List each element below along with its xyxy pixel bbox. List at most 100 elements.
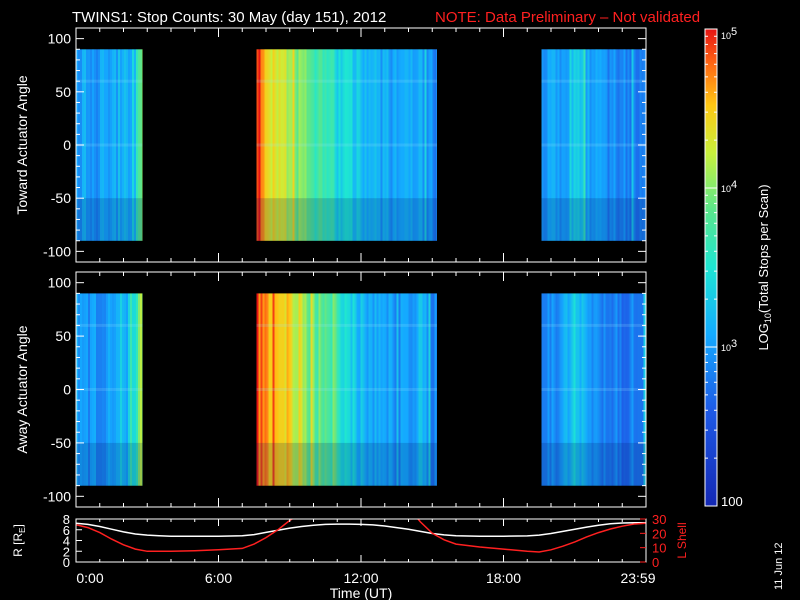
heat-column [114, 293, 116, 486]
heat-shade [86, 198, 88, 241]
heat-column [410, 49, 413, 241]
heat-column [615, 49, 618, 241]
heat-shade [394, 198, 397, 241]
heat-column [326, 293, 329, 486]
heat-column [110, 49, 112, 241]
heat-column [102, 49, 104, 241]
away-angle-panel: -100 -50 0 50 100 Away Actuator Angle [14, 271, 647, 508]
heat-column [264, 49, 267, 241]
heat-column [561, 293, 564, 486]
heat-column [591, 49, 594, 241]
heat-shade [122, 198, 124, 241]
heat-column [352, 49, 355, 241]
heat-column [260, 293, 263, 486]
heat-shade [340, 198, 343, 241]
heat-shade [116, 198, 118, 241]
heat-column [543, 49, 546, 241]
chart-title: TWINS1: Stop Counts: 30 May (day 151), 2… [72, 9, 386, 26]
heat-column [587, 293, 590, 486]
heat-column [414, 49, 417, 241]
heat-column [436, 293, 437, 486]
heat-column [306, 49, 309, 241]
heat-column [108, 49, 110, 241]
heat-column [104, 293, 106, 486]
heat-column [276, 49, 279, 241]
heat-shade [280, 442, 283, 486]
heat-column [575, 49, 578, 241]
y-tick-label-right: 30 [652, 512, 666, 527]
heat-shade [128, 442, 130, 486]
heat-column [86, 293, 88, 486]
heat-column [406, 293, 409, 486]
heat-column [400, 49, 403, 241]
heat-shade [380, 198, 383, 241]
heat-column [559, 293, 562, 486]
heat-shade [577, 198, 580, 241]
y-tick-label: 100 [48, 275, 72, 291]
y-tick-label-right: 10 [652, 541, 666, 556]
heat-column [282, 293, 285, 486]
heat-column [328, 293, 331, 486]
heat-column [621, 293, 624, 486]
heat-column [358, 49, 361, 241]
angle-striation [541, 323, 646, 327]
heat-column [364, 293, 367, 486]
heat-shade [587, 442, 590, 486]
heat-shade [358, 198, 361, 241]
heat-column [326, 49, 329, 241]
heat-shade [284, 198, 287, 241]
heat-column [294, 293, 297, 486]
heat-shade [116, 442, 118, 486]
heat-shade [623, 198, 626, 241]
heat-column [138, 49, 140, 241]
heat-column [278, 293, 281, 486]
heat-column [258, 49, 261, 241]
date-stamp: 11 Jun 12 [773, 542, 785, 590]
heat-column [112, 49, 114, 241]
heat-shade [290, 198, 293, 241]
heat-shade [605, 442, 608, 486]
heat-shade [551, 442, 554, 486]
heat-shade [258, 198, 261, 241]
heat-shade [559, 442, 562, 486]
heat-shade [571, 198, 574, 241]
heat-shade [332, 198, 335, 241]
heat-column [310, 293, 313, 486]
y-axis-label: Away Actuator Angle [14, 325, 30, 453]
heat-column [354, 293, 357, 486]
heat-column [352, 293, 355, 486]
heat-column [300, 49, 303, 241]
heat-column [549, 293, 552, 486]
heat-column [334, 49, 337, 241]
heat-shade [106, 442, 108, 486]
angle-striation [256, 79, 437, 83]
heat-column [378, 293, 381, 486]
heat-shade [412, 442, 415, 486]
colorbar: 100 103 104 105 LOG10(Total Stops per Scan) [704, 26, 773, 509]
heat-column [607, 293, 610, 486]
y-tick-label-right: 0 [652, 555, 659, 570]
heat-shade [404, 442, 407, 486]
heat-shade [296, 198, 299, 241]
heat-column [611, 49, 614, 241]
heat-column [142, 49, 143, 241]
heat-column [344, 293, 347, 486]
heat-column [404, 49, 407, 241]
heat-column [128, 49, 130, 241]
heat-shade [350, 198, 353, 241]
heat-column [132, 293, 134, 486]
heat-shade [378, 198, 381, 241]
heat-shade [627, 442, 630, 486]
heat-shade [338, 198, 341, 241]
heat-shade [120, 198, 122, 241]
heat-column [114, 49, 116, 241]
heat-column [370, 49, 373, 241]
heat-shade [575, 198, 578, 241]
heat-column [300, 293, 303, 486]
heat-shade [298, 442, 301, 486]
heat-shade [90, 442, 92, 486]
heat-shade [348, 198, 351, 241]
heat-shade [424, 198, 427, 241]
heat-column [559, 49, 562, 241]
